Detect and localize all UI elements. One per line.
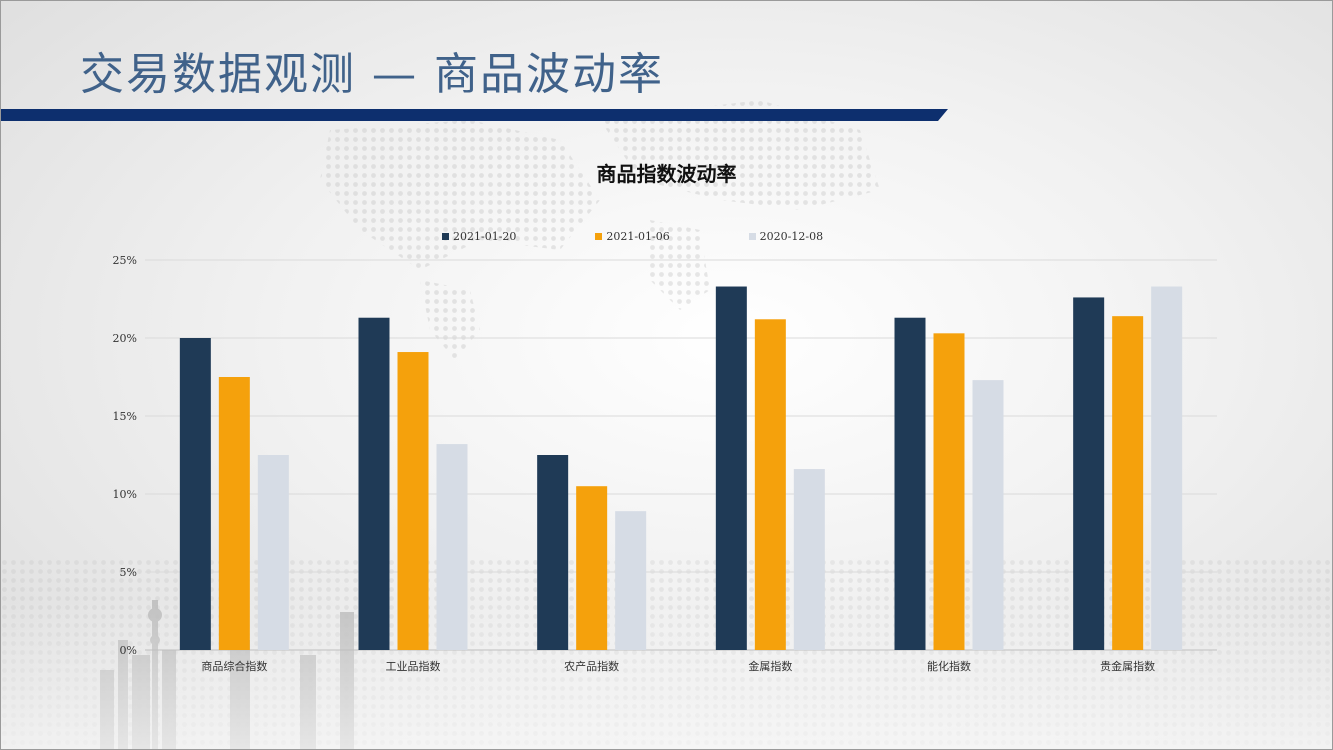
bar: [218, 377, 250, 650]
x-category-label: 能化指数: [927, 659, 971, 673]
bar: [1112, 316, 1144, 650]
bar: [754, 319, 786, 650]
bar: [257, 455, 289, 650]
y-tick-label: 10%: [113, 488, 137, 501]
x-category-label: 金属指数: [748, 659, 792, 673]
bar: [358, 317, 390, 650]
legend-label-series-1: 2021-01-20: [453, 229, 517, 243]
x-category-label: 贵金属指数: [1100, 659, 1155, 673]
page-title: 交易数据观测 — 商品波动率: [80, 49, 664, 100]
chart-title: 商品指数波动率: [596, 162, 737, 186]
bar: [1073, 297, 1105, 650]
legend-swatch-series-3: [748, 232, 756, 240]
bar: [894, 317, 926, 650]
bar: [576, 486, 608, 650]
y-tick-label: 5%: [120, 566, 137, 579]
bar: [179, 338, 211, 650]
bar: [715, 286, 747, 650]
bar: [972, 380, 1004, 650]
bar: [793, 469, 825, 650]
y-tick-label: 0%: [120, 644, 137, 657]
y-tick-label: 15%: [113, 410, 137, 423]
bar: [615, 511, 647, 650]
y-tick-label: 25%: [113, 254, 137, 267]
bar: [397, 352, 429, 650]
legend-item-series-3: 2020-12-08: [748, 228, 902, 244]
x-category-label: 农产品指数: [564, 659, 619, 673]
bar: [1151, 286, 1183, 650]
legend-item-series-2: 2021-01-06: [595, 228, 748, 244]
x-category-label: 商品综合指数: [201, 659, 267, 673]
legend-label-series-3: 2020-12-08: [759, 229, 824, 243]
title-underline-bar: [0, 109, 948, 121]
bar: [537, 455, 569, 650]
y-tick-label: 20%: [113, 332, 137, 345]
legend-swatch-series-1: [442, 232, 449, 240]
legend-item-series-1: 2021-01-20: [442, 228, 595, 244]
bar: [436, 444, 468, 650]
legend-label-series-2: 2021-01-06: [606, 229, 670, 243]
bar: [933, 333, 965, 650]
legend-swatch-series-2: [595, 232, 603, 240]
chart-legend: 2021-01-20 2021-01-06 2020-12-08: [442, 228, 902, 244]
x-category-label: 工业品指数: [386, 659, 441, 673]
